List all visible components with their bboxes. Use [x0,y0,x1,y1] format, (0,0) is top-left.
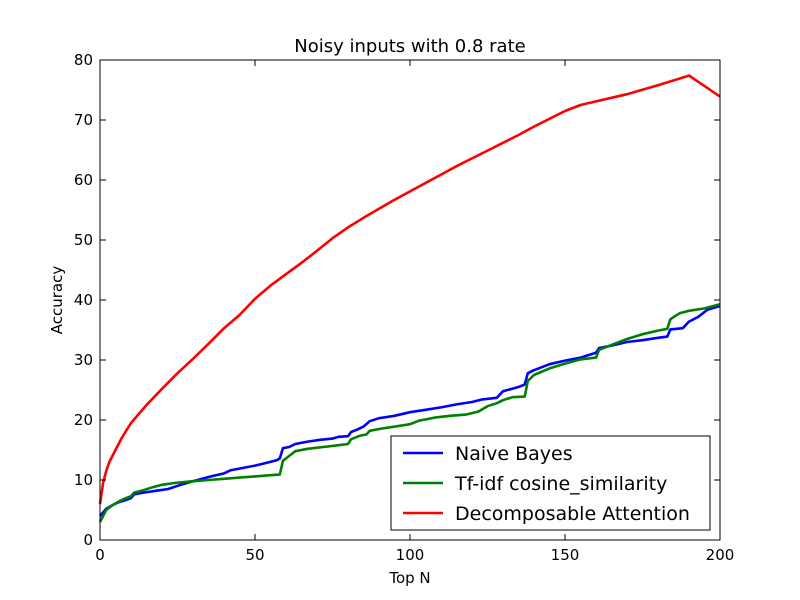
y-tick-label: 20 [74,411,93,429]
legend-label-1: Tf-idf cosine_similarity [454,473,667,495]
y-tick-label: 70 [74,111,93,129]
series-lines [98,74,721,523]
y-tick-label: 40 [74,291,93,309]
y-tick-label: 60 [74,171,93,189]
y-tick-label: 0 [83,531,93,549]
y-axis-label: Accuracy [48,266,66,335]
x-tick-label: 50 [245,546,264,564]
legend-label-2: Decomposable Attention [455,503,690,525]
legend: Naive Bayes Tf-idf cosine_similarity Decom… [390,435,711,531]
y-tick-label: 10 [74,471,93,489]
series-line-1 [98,302,721,523]
axis-ticks: 0 50 100 150 200 0 10 20 30 40 50 60 70 80 [74,51,734,564]
legend-label-0: Naive Bayes [455,443,573,465]
x-tick-label: 150 [551,546,580,564]
x-axis-label: Top N [388,569,430,587]
chart-title: Noisy inputs with 0.8 rate [294,36,525,57]
x-tick-label: 0 [95,546,105,564]
series-line-2 [98,74,721,505]
y-tick-label: 50 [74,231,93,249]
legend-box [390,435,711,531]
x-tick-label: 200 [706,546,735,564]
x-tick-label: 100 [396,546,425,564]
y-tick-label: 80 [74,51,93,69]
y-tick-label: 30 [74,351,93,369]
